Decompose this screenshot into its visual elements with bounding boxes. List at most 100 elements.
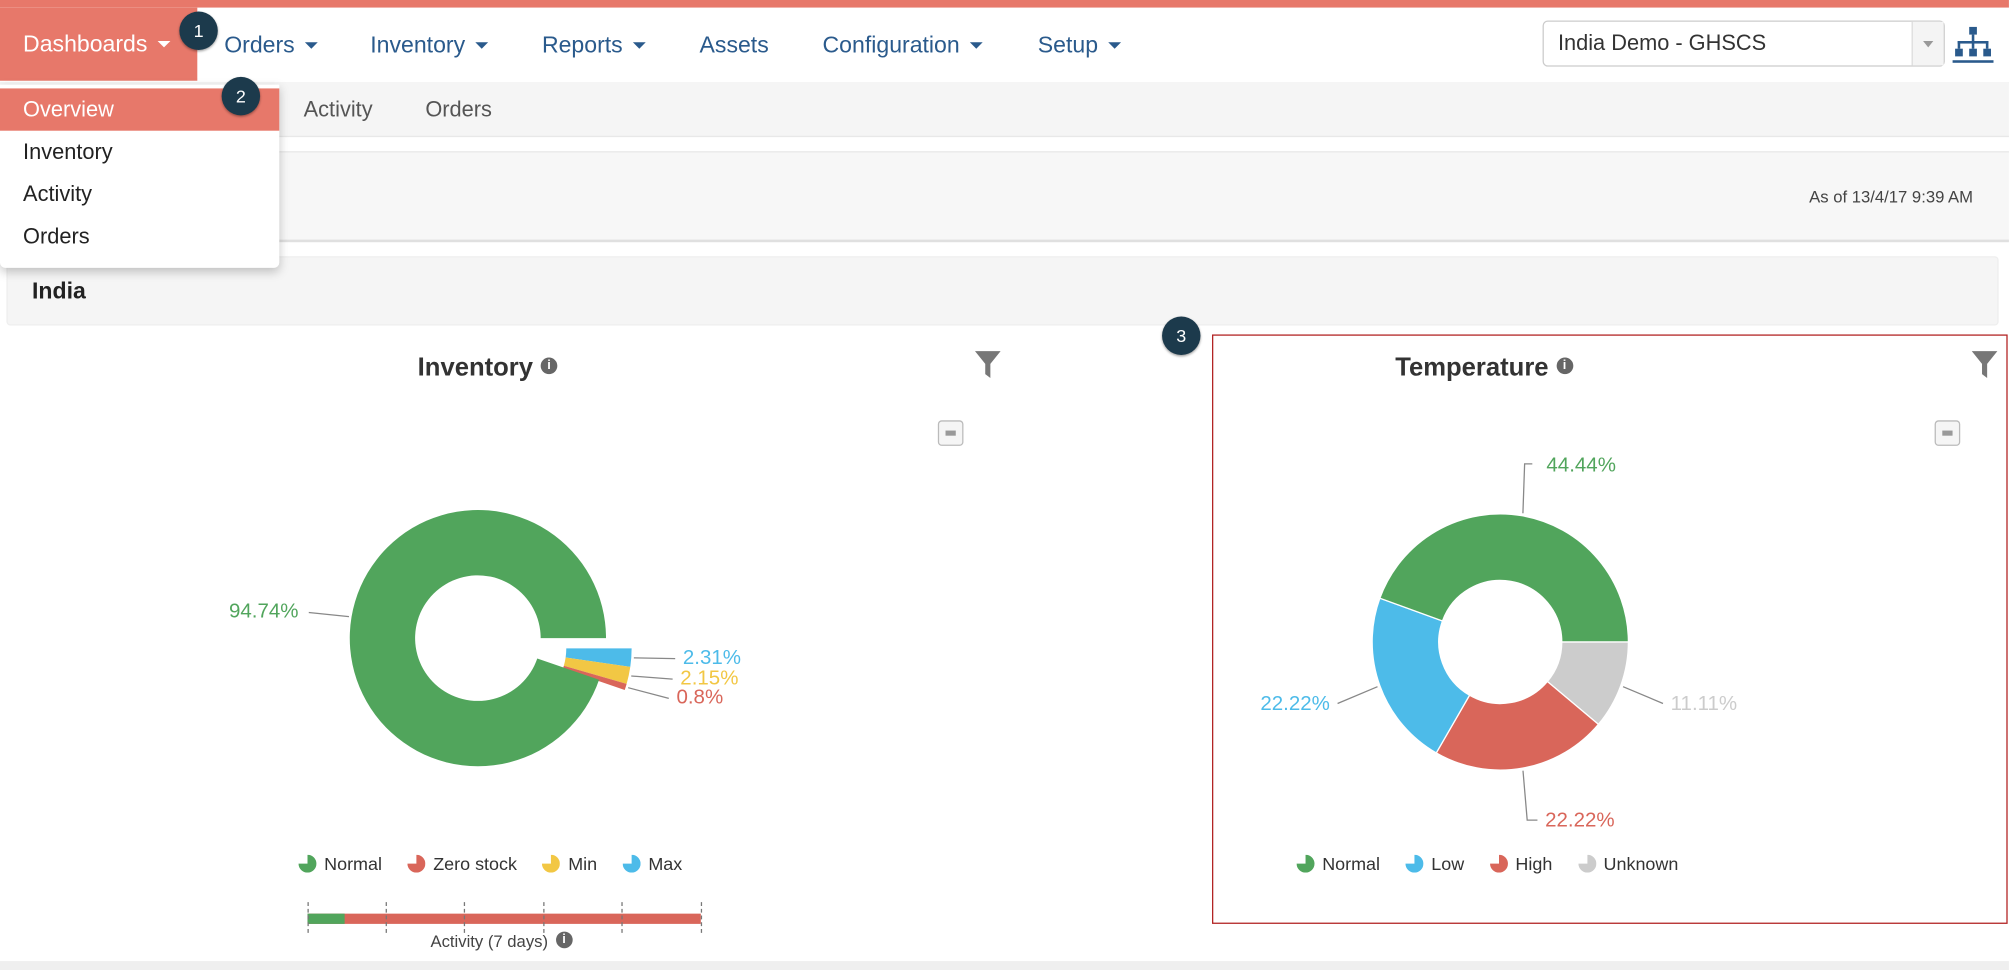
activity-label: Activity (7 days) i: [430, 931, 573, 951]
legend-item-normal[interactable]: Normal: [298, 853, 382, 874]
step-badge-1: 1: [179, 11, 218, 50]
activity-tick: [463, 902, 466, 933]
legend-swatch: [1405, 854, 1424, 873]
pie-icon: [1296, 854, 1315, 873]
chevron-down-icon: [632, 41, 646, 49]
nav-dashboards-label: Dashboards: [23, 30, 148, 57]
nav-assets-label: Assets: [699, 31, 769, 58]
legend-item-unknown[interactable]: Unknown: [1577, 853, 1678, 874]
legend-item-normal[interactable]: Normal: [1296, 853, 1381, 874]
chevron-down-icon: [475, 41, 489, 49]
temperature-title-text: Temperature: [1395, 353, 1549, 382]
legend-label: Zero stock: [433, 853, 517, 874]
pie-icon: [622, 854, 641, 873]
donut-data-label: 11.11%: [1671, 692, 1737, 715]
donut-label-connector: [1622, 686, 1664, 705]
temperature-legend: Normal Low High Unknown: [1296, 853, 1704, 874]
donut-label-connector: [308, 611, 350, 618]
legend-swatch: [407, 854, 426, 873]
donut-slice-low[interactable]: [1371, 597, 1471, 754]
chevron-down-icon: [1923, 41, 1934, 48]
donut-label-connector: [1522, 463, 1533, 514]
pie-icon: [542, 854, 561, 873]
inventory-widget-title: Inventory i: [418, 354, 558, 383]
donut-label-connector: [1337, 686, 1378, 705]
info-icon[interactable]: i: [1556, 357, 1573, 375]
legend-item-zero-stock[interactable]: Zero stock: [407, 853, 517, 874]
donut-slice-zero-stock[interactable]: [562, 665, 627, 690]
pie-icon: [298, 854, 317, 873]
dashboard-header: [0, 151, 2009, 243]
donut-data-label: 0.8%: [676, 685, 723, 708]
menu-icon: [1942, 430, 1953, 436]
filter-icon[interactable]: [1970, 350, 1998, 381]
info-icon[interactable]: i: [555, 931, 573, 949]
chevron-down-icon: [157, 41, 171, 48]
donut-data-label: 2.15%: [680, 666, 738, 689]
activity-bar-active: [307, 913, 345, 924]
pie-icon: [1577, 854, 1596, 873]
donut-slice-high[interactable]: [1435, 680, 1600, 771]
hierarchy-icon[interactable]: [1952, 23, 1994, 64]
nav-reports[interactable]: Reports: [542, 8, 646, 82]
dropdown-item-orders[interactable]: Orders: [23, 223, 90, 248]
donut-slice-normal[interactable]: [1379, 513, 1630, 643]
legend-label: Low: [1431, 853, 1465, 874]
legend-label: Min: [568, 853, 598, 874]
legend-item-low[interactable]: Low: [1405, 853, 1465, 874]
nav-assets[interactable]: Assets: [700, 8, 769, 82]
donut-data-label: 22.22%: [1545, 809, 1615, 832]
domain-select[interactable]: India Demo - GHSCS: [1542, 20, 1945, 67]
legend-item-max[interactable]: Max: [622, 853, 683, 874]
chevron-down-icon: [304, 41, 318, 49]
donut-slice-normal[interactable]: [349, 509, 607, 767]
donut-data-label: 44.44%: [1546, 454, 1616, 477]
nav-setup[interactable]: Setup: [1038, 8, 1122, 82]
legend-label: Normal: [324, 853, 382, 874]
nav-inventory[interactable]: Inventory: [370, 8, 489, 82]
chart-menu-button[interactable]: [937, 420, 964, 446]
activity-bar[interactable]: [307, 913, 701, 924]
donut-data-label: 22.22%: [1260, 692, 1330, 715]
step-badge-3: 3: [1162, 316, 1201, 355]
top-accent-line: [0, 0, 2009, 8]
legend-swatch: [298, 854, 317, 873]
legend-item-min[interactable]: Min: [542, 853, 598, 874]
donut-data-label: 2.31%: [683, 646, 741, 669]
activity-tick: [700, 902, 703, 933]
bottom-strip: [0, 961, 2009, 970]
sub-navbar: [0, 82, 2009, 138]
nav-configuration-label: Configuration: [822, 31, 960, 58]
nav-dashboards[interactable]: Dashboards: [0, 7, 198, 81]
legend-label: Max: [648, 853, 683, 874]
activity-label-text: Activity (7 days): [430, 931, 549, 951]
donut-slice-max[interactable]: [565, 648, 632, 667]
select-arrow[interactable]: [1911, 21, 1944, 66]
nav-reports-label: Reports: [541, 31, 623, 58]
step-badge-2: 2: [221, 76, 261, 116]
region-bar: India: [6, 256, 1999, 326]
legend-swatch: [1577, 854, 1596, 873]
info-icon[interactable]: i: [540, 357, 558, 375]
nav-orders-label: Orders: [224, 31, 295, 58]
dropdown-item-inventory[interactable]: Inventory: [23, 139, 113, 164]
dropdown-item-activity[interactable]: Activity: [23, 181, 93, 206]
donut-slice-min[interactable]: [563, 657, 631, 684]
pie-icon: [1405, 854, 1424, 873]
nav-orders[interactable]: Orders: [224, 8, 318, 82]
filter-icon[interactable]: [974, 350, 1002, 381]
legend-label: Normal: [1322, 853, 1381, 874]
subnav-orders[interactable]: Orders: [425, 97, 492, 122]
legend-swatch: [1489, 854, 1508, 873]
donut-label-connector: [631, 675, 673, 680]
legend-item-high[interactable]: High: [1489, 853, 1552, 874]
domain-select-value: India Demo - GHSCS: [1557, 30, 1767, 56]
nav-configuration[interactable]: Configuration: [823, 8, 983, 82]
activity-tick: [385, 902, 387, 933]
subnav-activity[interactable]: Activity: [303, 97, 373, 122]
chart-menu-button[interactable]: [1934, 420, 1961, 446]
inventory-legend: Normal Zero stock Min Max: [298, 853, 708, 874]
donut-label-connector: [633, 657, 676, 660]
activity-tick: [543, 902, 545, 933]
